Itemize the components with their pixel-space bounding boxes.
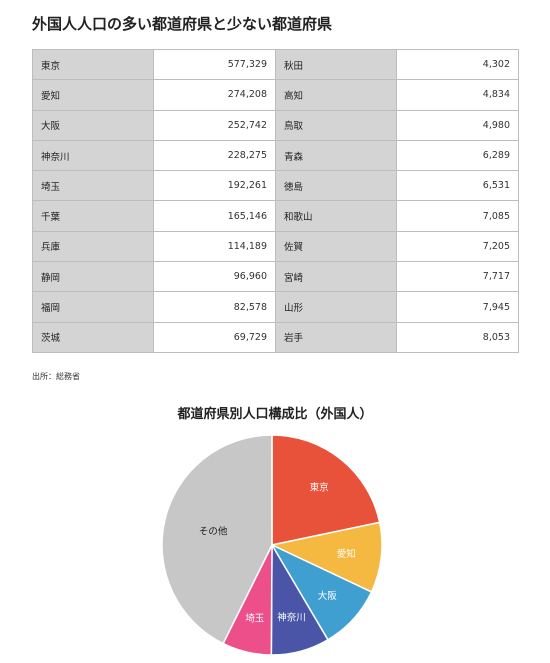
- pie-slice: [269, 521, 383, 593]
- low-prefecture-name: 山形: [275, 291, 397, 323]
- low-prefecture-value: 4,980: [396, 109, 519, 141]
- top-prefecture-name: 千葉: [32, 200, 154, 232]
- pie-slice-label: 埼玉: [245, 612, 265, 624]
- pie-slice-label: その他: [199, 526, 228, 538]
- table-row: 千葉 165,146 和歌山 7,085: [32, 200, 519, 232]
- source-note: 出所：総務省: [32, 372, 80, 381]
- low-prefecture-value: 6,531: [396, 170, 519, 202]
- low-prefecture-value: 7,085: [396, 200, 519, 232]
- top-prefecture-value: 96,960: [153, 261, 276, 293]
- table-row: 神奈川 228,275 青森 6,289: [32, 139, 519, 172]
- top-prefecture-name: 埼玉: [32, 170, 154, 202]
- top-prefecture-value: 274,208: [153, 79, 276, 111]
- low-prefecture-value: 8,053: [396, 321, 519, 353]
- low-prefecture-name: 高知: [275, 79, 397, 111]
- low-prefecture-value: 6,289: [396, 139, 519, 172]
- top-prefecture-name: 大阪: [32, 109, 154, 141]
- low-prefecture-value: 4,834: [396, 79, 519, 111]
- low-prefecture-name: 秋田: [275, 48, 397, 81]
- low-prefecture-value: 4,302: [396, 48, 519, 81]
- table-row: 茨城 69,729 岩手 8,053: [32, 321, 519, 353]
- top-prefecture-value: 82,578: [153, 291, 276, 323]
- top-prefecture-value: 577,329: [153, 48, 276, 81]
- low-prefecture-name: 鳥取: [275, 109, 397, 141]
- pie-chart-title: 都道府県別人口構成比（外国人）: [177, 407, 373, 422]
- pie-slice: [271, 434, 381, 546]
- top-prefecture-value: 228,275: [153, 139, 276, 172]
- pie-slice-label: 東京: [310, 481, 329, 493]
- top-prefecture-value: 165,146: [153, 200, 276, 232]
- top-prefecture-name: 静岡: [32, 261, 154, 293]
- top-prefecture-value: 69,729: [153, 321, 276, 353]
- pie-slice-label: 愛知: [337, 548, 356, 560]
- low-prefecture-value: 7,717: [396, 261, 519, 293]
- low-prefecture-name: 岩手: [275, 321, 397, 353]
- top-prefecture-name: 愛知: [32, 79, 154, 111]
- pie-slice: [161, 434, 273, 645]
- prefecture-table: 東京 577,329 秋田 4,302 愛知 274,208 高知 4,834 大阪 252,74…: [32, 48, 519, 353]
- table-row: 東京 577,329 秋田 4,302: [32, 48, 519, 81]
- low-prefecture-name: 宮崎: [275, 261, 397, 293]
- pie-slice-label: 神奈川: [277, 612, 306, 624]
- table-row: 静岡 96,960 宮崎 7,717: [32, 261, 519, 293]
- prefecture-table-body: 東京 577,329 秋田 4,302 愛知 274,208 高知 4,834 大阪 252,74…: [32, 48, 519, 353]
- table-title: 外国人人口の多い都道府県と少ない都道府県: [32, 15, 333, 33]
- pie-slice-label: 大阪: [318, 590, 338, 602]
- top-prefecture-name: 兵庫: [32, 230, 154, 263]
- top-prefecture-name: 神奈川: [32, 139, 154, 172]
- low-prefecture-value: 7,205: [396, 230, 519, 263]
- top-prefecture-value: 114,189: [153, 230, 276, 263]
- top-prefecture-value: 192,261: [153, 170, 276, 202]
- top-prefecture-name: 茨城: [32, 321, 154, 353]
- table-row: 福岡 82,578 山形 7,945: [32, 291, 519, 323]
- table-row: 愛知 274,208 高知 4,834: [32, 79, 519, 111]
- top-prefecture-name: 福岡: [32, 291, 154, 323]
- low-prefecture-value: 7,945: [396, 291, 519, 323]
- low-prefecture-name: 青森: [275, 139, 397, 172]
